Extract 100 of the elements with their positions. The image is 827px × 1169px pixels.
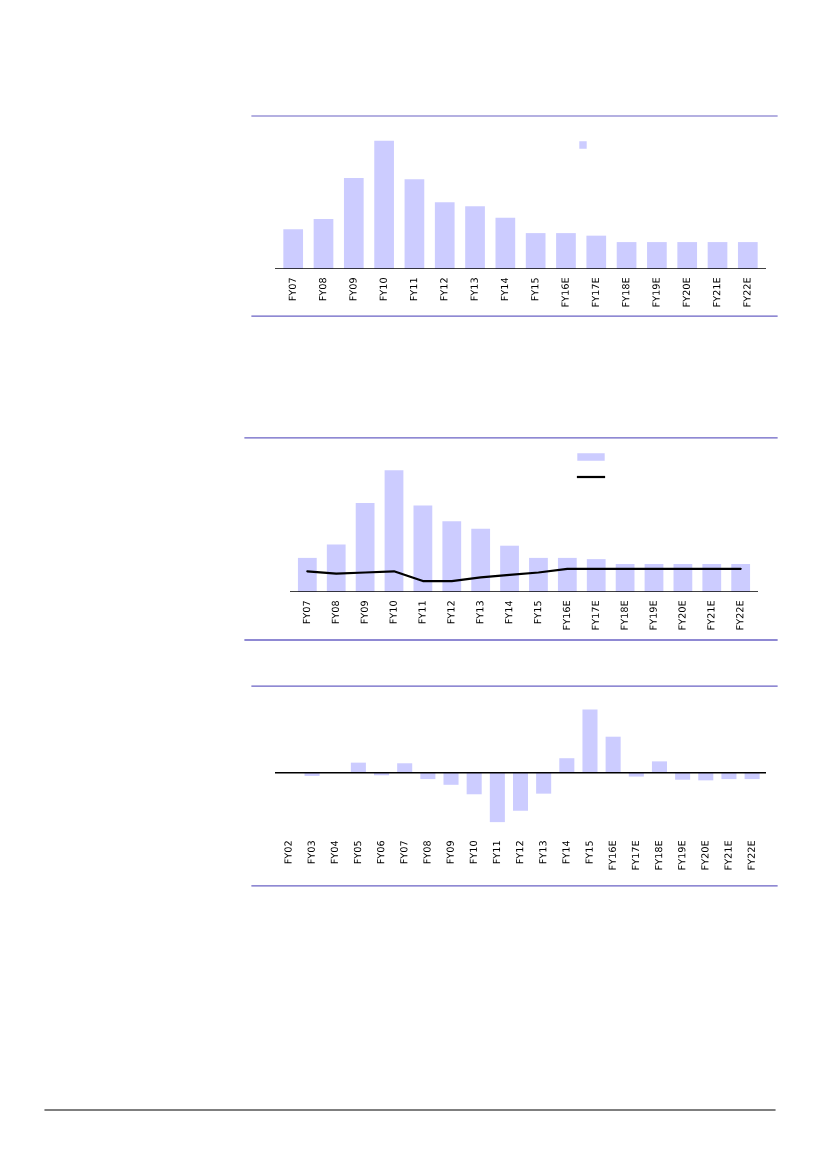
x-tick-label: FY02 xyxy=(284,841,292,864)
x-tick-label: FY18E xyxy=(622,277,630,307)
bar xyxy=(313,219,334,269)
x-tick-label: FY11 xyxy=(410,278,418,301)
bar xyxy=(582,709,598,773)
x-tick-label: FY10 xyxy=(379,277,387,301)
bar xyxy=(384,470,404,592)
x-tick-label: FY06 xyxy=(377,840,385,864)
bar xyxy=(615,563,635,592)
x-tick-label: FY20E xyxy=(678,600,686,630)
bar xyxy=(326,544,346,592)
x-tick-label: FY21E xyxy=(712,277,721,307)
bar xyxy=(744,772,760,780)
x-tick-label: FY07 xyxy=(288,278,297,301)
x-tick-label: FY16E xyxy=(608,840,616,870)
x-tick-label: FY09 xyxy=(446,841,454,864)
bar xyxy=(525,233,546,269)
x-tick-label: FY14 xyxy=(500,277,509,301)
bar xyxy=(443,772,459,785)
x-tick-label: FY21E xyxy=(724,840,732,870)
bar xyxy=(283,229,304,269)
bar xyxy=(500,545,519,592)
bar xyxy=(355,503,375,592)
x-tick-label: FY10 xyxy=(389,600,397,624)
bar xyxy=(586,235,607,269)
bar xyxy=(434,202,455,269)
bar xyxy=(698,772,714,781)
x-tick-label: FY20E xyxy=(682,277,691,307)
bar xyxy=(374,140,394,269)
bar xyxy=(512,772,529,811)
x-tick-label: FY05 xyxy=(353,841,362,864)
bar xyxy=(702,563,722,592)
x-tick-label: FY11 xyxy=(418,601,426,624)
x-tick-label: FY13 xyxy=(539,841,547,864)
bar xyxy=(471,528,491,592)
x-tick-label: FY08 xyxy=(318,278,327,301)
x-tick-label: FY08 xyxy=(423,841,431,864)
x-tick-label: FY12 xyxy=(440,278,448,301)
bar xyxy=(529,557,548,592)
bar xyxy=(721,772,737,780)
x-tick-label: FY12 xyxy=(515,841,524,864)
bar xyxy=(647,242,667,269)
bar xyxy=(677,242,698,269)
x-tick-label: FY15 xyxy=(585,841,593,864)
x-tick-label: FY17E xyxy=(631,840,639,870)
x-tick-label: FY18E xyxy=(620,600,628,630)
bar xyxy=(557,557,577,592)
x-tick-label: FY07 xyxy=(302,601,311,624)
x-tick-label: FY10 xyxy=(469,840,477,864)
bar xyxy=(536,772,552,794)
bar xyxy=(731,563,751,592)
bar xyxy=(628,772,644,777)
x-tick-label: FY15 xyxy=(534,601,542,624)
x-tick-label: FY16E xyxy=(562,600,571,630)
x-tick-label: FY17E xyxy=(591,600,599,630)
bar xyxy=(465,206,485,269)
x-tick-label: FY03 xyxy=(307,841,315,864)
bar xyxy=(737,242,758,269)
x-tick-label: FY18E xyxy=(654,840,663,870)
x-tick-label: FY11 xyxy=(492,841,501,864)
bar xyxy=(297,557,317,592)
bar xyxy=(616,242,637,269)
x-tick-label: FY22E xyxy=(743,277,751,307)
bar xyxy=(413,505,433,592)
x-tick-label: FY13 xyxy=(476,601,484,624)
bar xyxy=(420,772,436,780)
bar xyxy=(495,217,516,269)
bar xyxy=(404,179,425,269)
x-tick-label: FY21E xyxy=(707,600,715,630)
bar xyxy=(442,521,462,592)
bar xyxy=(343,177,364,269)
x-tick-label: FY12 xyxy=(447,601,455,624)
bar xyxy=(466,772,482,795)
x-tick-label: FY13 xyxy=(470,278,478,301)
bar xyxy=(651,761,667,773)
x-tick-label: FY19E xyxy=(652,277,660,307)
bar xyxy=(675,772,691,780)
x-tick-label: FY19E xyxy=(678,840,686,870)
x-tick-label: FY14 xyxy=(505,600,513,624)
x-tick-label: FY20E xyxy=(701,840,709,870)
x-tick-label: FY07 xyxy=(400,841,408,864)
bar xyxy=(605,736,621,773)
bar xyxy=(707,242,728,269)
x-tick-label: FY09 xyxy=(349,278,357,301)
bar xyxy=(304,772,320,776)
bar xyxy=(586,559,606,592)
x-tick-label: FY22E xyxy=(747,840,755,870)
x-tick-label: FY22E xyxy=(736,600,744,630)
x-tick-label: FY04 xyxy=(330,840,339,864)
x-tick-label: FY14 xyxy=(562,840,570,864)
x-tick-label: FY15 xyxy=(531,278,539,301)
bar xyxy=(556,233,576,269)
x-tick-label: FY17E xyxy=(591,277,599,307)
x-tick-label: FY08 xyxy=(331,601,340,624)
bar xyxy=(489,772,505,823)
x-tick-label: FY19E xyxy=(649,600,657,630)
x-tick-label: FY16E xyxy=(561,277,569,307)
bar xyxy=(559,758,575,773)
x-tick-label: FY09 xyxy=(360,601,368,624)
bar xyxy=(397,763,413,773)
